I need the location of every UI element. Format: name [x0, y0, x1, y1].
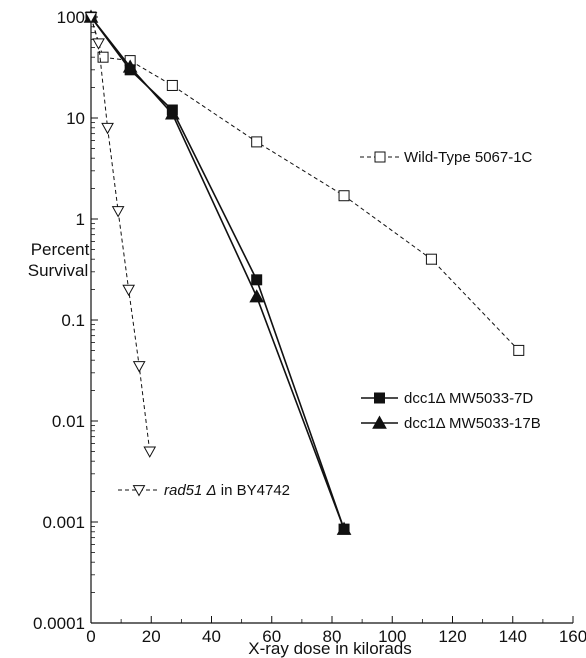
line-wild-type-5067-1c	[90, 16, 520, 351]
legend-entry: Wild-Type 5067-1C	[360, 149, 533, 166]
point-rad51-in-by4742	[101, 122, 114, 135]
legend-entry: rad51 Δ in BY4742	[118, 482, 290, 499]
series-dcc1-mw5033-17b	[83, 9, 352, 535]
legend-label: dcc1Δ MW5033-17B	[404, 415, 541, 432]
y-tick-label: 0.1	[61, 311, 85, 330]
point-rad51-in-by4742	[84, 12, 98, 24]
x-tick-label: 80	[323, 627, 342, 646]
legend-label-italic: rad51 Δ	[164, 482, 217, 499]
point-rad51-in-by4742	[122, 284, 136, 297]
x-tick-label: 20	[142, 627, 161, 646]
series-wild-type-5067-1c	[85, 11, 525, 356]
legend-marker	[132, 485, 146, 497]
x-axis-title: X-ray dose in kilorads	[248, 639, 411, 658]
y-tick-label: 0.001	[42, 513, 85, 532]
legend-label-rest: in BY4742	[217, 482, 290, 499]
point-wild-type-5067-1c	[251, 136, 263, 148]
point-wild-type-5067-1c	[513, 344, 525, 356]
point-wild-type-5067-1c	[425, 253, 437, 265]
point-dcc1-mw5033-17b	[164, 106, 180, 120]
axes	[90, 14, 573, 624]
x-tick-label: 100	[378, 627, 406, 646]
x-tick-label: 40	[202, 627, 221, 646]
series-dcc1-mw5033-7d	[85, 11, 350, 535]
point-wild-type-5067-1c	[97, 51, 109, 63]
point-dcc1-mw5033-7d	[251, 274, 263, 286]
y-tick-label: 0.0001	[33, 614, 85, 633]
line-dcc1-mw5033-17b	[90, 16, 345, 530]
point-wild-type-5067-1c	[338, 190, 350, 202]
legend-marker	[374, 151, 386, 163]
line-dcc1-mw5033-7d	[90, 16, 345, 530]
line-rad51-in-by4742	[90, 16, 151, 452]
point-rad51-in-by4742	[111, 206, 125, 218]
legend-entry: dcc1Δ MW5033-17B	[361, 415, 541, 432]
y-axis-ticks: 100 10 1 0.1 0.01 0.001 0.0001	[33, 8, 98, 633]
point-dcc1-mw5033-17b	[122, 59, 138, 73]
point-rad51-in-by4742	[92, 38, 105, 50]
legend-label: Wild-Type 5067-1C	[404, 149, 533, 166]
point-rad51-in-by4742	[132, 361, 146, 373]
x-axis-ticks: 0 20 40 60 80 100 120 140 160	[86, 616, 586, 646]
legend: Wild-Type 5067-1C dcc1Δ MW5033-7D dcc1Δ MW…	[118, 149, 541, 499]
legend-label: rad51 Δ in BY4742	[164, 482, 290, 499]
y-tick-label: 0.01	[52, 412, 85, 431]
point-dcc1-mw5033-17b	[336, 521, 352, 535]
y-tick-label: 100	[57, 8, 85, 27]
legend-marker	[374, 392, 385, 404]
series-rad51-in-by4742	[84, 12, 157, 458]
x-tick-label: 0	[86, 627, 95, 646]
x-tick-label: 140	[499, 627, 527, 646]
point-dcc1-mw5033-17b	[249, 289, 265, 303]
legend-entry: dcc1Δ MW5033-7D	[361, 390, 533, 407]
legend-label: dcc1Δ MW5033-7D	[404, 390, 533, 407]
y-tick-label: 10	[66, 109, 85, 128]
y-axis-title-line-2: Survival	[28, 261, 88, 280]
legend-marker	[372, 415, 387, 429]
x-tick-label: 160	[559, 627, 586, 646]
series-layer	[83, 9, 525, 535]
x-tick-label: 120	[438, 627, 466, 646]
point-rad51-in-by4742	[143, 446, 157, 458]
y-tick-label: 1	[76, 210, 85, 229]
x-tick-label: 60	[262, 627, 281, 646]
point-wild-type-5067-1c	[166, 79, 178, 91]
y-axis-title-line-1: Percent	[31, 240, 90, 259]
